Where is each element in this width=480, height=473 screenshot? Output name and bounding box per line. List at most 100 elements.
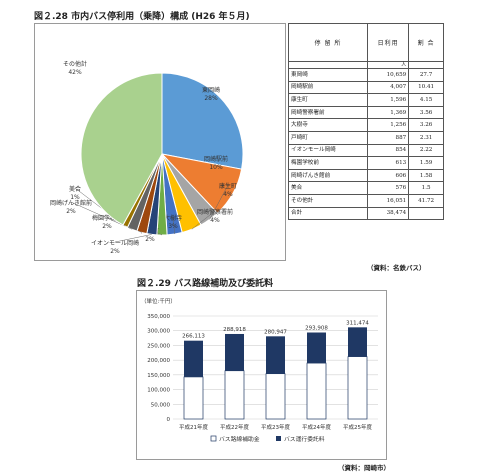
legend-label-commission: バス運行委託料	[284, 435, 325, 443]
pie-slice-percent: 4%	[210, 217, 220, 224]
pie-slice-percent: 42%	[68, 69, 82, 76]
bar-commission	[307, 332, 326, 364]
stop-ratio: 1.58	[408, 168, 444, 183]
table-row: その他計 16,051 41.72	[288, 193, 444, 208]
pie-slice-label: 大樹寺	[164, 214, 182, 222]
stop-ratio: 2.31	[408, 130, 444, 145]
stop-daily-use: 1,596	[366, 93, 410, 107]
stop-name: 東岡崎	[288, 68, 368, 82]
stop-ratio	[408, 206, 444, 221]
bar-commission	[348, 327, 367, 357]
x-tick-label: 平成22年度	[220, 423, 249, 431]
stop-ratio: 1.59	[408, 156, 444, 170]
y-tick-label: 250,000	[147, 343, 170, 349]
stop-name: 梅園学校前	[288, 156, 368, 170]
bar-subsidy	[306, 362, 327, 420]
pie-slice-percent: 2%	[66, 208, 76, 215]
table-row: 岡崎警察署前 1,369 3.56	[288, 105, 444, 120]
x-tick-label: 平成23年度	[261, 423, 290, 431]
stop-daily-use: 10,659	[366, 68, 410, 82]
x-tick-label: 平成21年度	[179, 423, 208, 431]
table-header-row: 停 留 所 日利用 割 合	[288, 23, 444, 62]
y-tick-label: 100,000	[147, 388, 170, 394]
header-daily-use: 日利用	[366, 23, 410, 62]
pie-slice-label: 岡崎警察署前	[197, 208, 233, 216]
stop-name: 戸崎町	[288, 130, 368, 145]
stop-ratio: 27.7	[408, 68, 444, 82]
bar-total-label: 293,908	[305, 326, 328, 332]
legend-swatch-subsidy	[210, 435, 217, 442]
pie-slice-percent: 3%	[168, 223, 178, 230]
stop-ratio: 41.72	[408, 193, 444, 208]
y-tick-label: 50,000	[151, 402, 171, 408]
unit-row: 人	[288, 61, 444, 69]
pie-leader-line	[209, 184, 229, 220]
figure2-source: （資料：岡崎市）	[338, 464, 390, 472]
stop-daily-use: 1,256	[366, 118, 410, 132]
bar-total-label: 288,918	[223, 327, 246, 333]
bar-subsidy	[347, 356, 368, 420]
y-tick-label: 150,000	[147, 373, 170, 379]
stop-name: 康生町	[288, 93, 368, 107]
stop-daily-use: 887	[366, 130, 410, 145]
pie-slice-label: 東岡崎	[202, 86, 220, 94]
stop-ratio: 10.41	[408, 80, 444, 95]
x-tick-label: 平成24年度	[302, 423, 331, 431]
bar-commission	[266, 336, 285, 374]
pie-slice	[80, 72, 163, 226]
pie-chart-panel: 東岡崎28%岡崎駅前10%康生町4%岡崎警察署前4%大樹寺3%戸崎町2%イオンモ…	[34, 23, 286, 261]
stop-name: 岡崎警察署前	[288, 105, 368, 120]
stop-name: イオンモール岡崎	[288, 143, 368, 158]
pie-slice-label: 岡崎げんき館前	[50, 199, 92, 207]
stop-name: 岡崎げんき館前	[288, 168, 368, 183]
stop-daily-use: 606	[366, 168, 410, 183]
table-row: 康生町 1,596 4.15	[288, 93, 444, 107]
bar-subsidy	[183, 376, 204, 420]
stop-ratio: 3.56	[408, 105, 444, 120]
stop-name: 大樹寺	[288, 118, 368, 132]
legend-swatch-commission	[276, 436, 281, 441]
pie-slice-percent: 2%	[102, 223, 112, 230]
legend-label-subsidy: バス路線補助金	[219, 435, 260, 443]
pie-slice-percent: 1%	[70, 194, 80, 201]
stop-name: 合計	[288, 206, 368, 221]
bar-subsidy	[224, 370, 245, 420]
y-tick-label: 350,000	[147, 314, 170, 320]
stop-name: 岡崎駅前	[288, 80, 368, 95]
table-row: 岡崎げんき館前 606 1.58	[288, 168, 444, 183]
table-row: 岡崎駅前 4,007 10.41	[288, 80, 444, 95]
unit-label: （単位:千円）	[141, 297, 176, 305]
pie-slice-label: 美合	[69, 185, 81, 193]
pie-slice-percent: 4%	[223, 191, 233, 198]
pie-leader-line	[191, 210, 216, 230]
pie-slice	[161, 72, 244, 170]
table-row: 合計 38,474	[288, 206, 444, 221]
pie-slice-label: イオンモール岡崎	[91, 239, 139, 247]
table-row: 戸崎町 887 2.31	[288, 130, 444, 145]
header-stop: 停 留 所	[288, 23, 368, 62]
figure1-source: （資料：名鉄バス）	[367, 264, 426, 272]
pie-slice-percent: 28%	[204, 95, 218, 102]
pie-slice-percent: 10%	[209, 164, 223, 171]
bar-commission	[184, 340, 203, 377]
table-row: 梅園学校前 613 1.59	[288, 156, 444, 170]
table-row: 大樹寺 1,256 3.26	[288, 118, 444, 132]
table-row: 東岡崎 10,659 27.7	[288, 68, 444, 82]
y-tick-label: 0	[167, 417, 171, 423]
bar-commission	[225, 333, 244, 371]
pie-slice-label: その他計	[63, 60, 87, 68]
stop-daily-use: 576	[366, 181, 410, 195]
pie-slice-label: 岡崎駅前	[204, 155, 228, 163]
stop-ratio: 2.22	[408, 143, 444, 158]
bar-total-label: 311,474	[346, 320, 369, 326]
y-tick-label: 300,000	[147, 329, 170, 335]
table-row: 美合 576 1.5	[288, 181, 444, 195]
bus-stop-table: 停 留 所 日利用 割 合 人 東岡崎 10,659 27.7 岡崎駅前 4,007 10…	[288, 23, 444, 221]
pie-slice-percent: 2%	[145, 236, 155, 243]
bar-total-label: 280,947	[264, 329, 287, 335]
y-tick-label: 200,000	[147, 358, 170, 364]
stop-daily-use: 1,369	[366, 105, 410, 120]
figure2-title: 図２.29 バス路線補助及び委託料	[137, 279, 274, 289]
pie-leader-line	[114, 234, 152, 243]
stop-ratio: 4.15	[408, 93, 444, 107]
